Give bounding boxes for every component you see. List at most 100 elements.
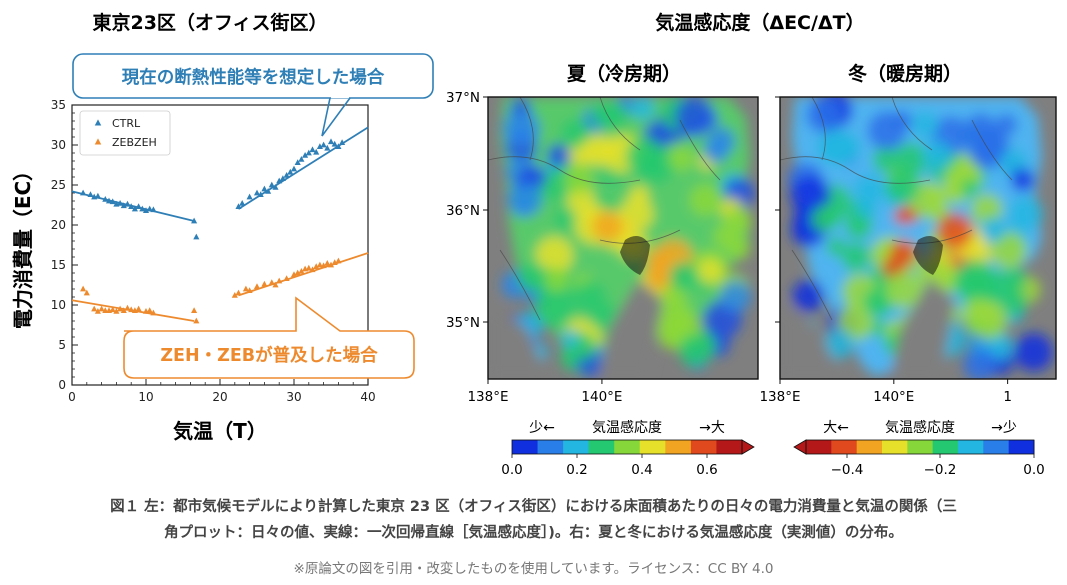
x-tick-label: 20 bbox=[212, 390, 227, 404]
colorbar-segment bbox=[831, 440, 858, 454]
y-tick-label: 15 bbox=[51, 258, 66, 272]
colorbar-right-label: →少 bbox=[991, 420, 1017, 436]
data-point bbox=[261, 185, 268, 192]
data-point bbox=[150, 206, 157, 213]
data-point bbox=[91, 305, 98, 312]
colorbar-segment bbox=[690, 440, 717, 454]
data-point bbox=[146, 205, 153, 212]
data-point bbox=[272, 184, 279, 190]
map-y-tick-label: 36°N bbox=[446, 203, 480, 219]
y-tick-label: 20 bbox=[51, 218, 66, 232]
winter-map: 138°E 140°E 1 bbox=[759, 96, 1057, 405]
data-point bbox=[87, 191, 94, 197]
caption-line-2: 角プロット：日々の値、実線：一次回帰直線［気温感応度］)。右：夏と冬における気温… bbox=[164, 525, 903, 541]
data-point bbox=[283, 172, 290, 178]
data-point bbox=[261, 280, 268, 287]
data-point bbox=[191, 217, 198, 224]
data-point bbox=[339, 139, 346, 145]
colorbar-segment bbox=[806, 440, 832, 454]
colorbar-segment bbox=[958, 440, 984, 454]
data-point bbox=[117, 200, 124, 206]
map-x-tick-label: 140°E bbox=[581, 389, 622, 405]
colorbar-segment bbox=[882, 440, 908, 454]
data-point bbox=[109, 306, 116, 313]
colorbar-segment bbox=[588, 440, 615, 454]
data-point bbox=[305, 149, 312, 156]
colorbar-segment bbox=[665, 440, 692, 454]
data-point bbox=[294, 269, 301, 276]
data-point bbox=[246, 193, 253, 200]
data-point bbox=[276, 177, 283, 184]
x-tick-label: 40 bbox=[360, 390, 375, 404]
data-point bbox=[272, 281, 279, 288]
data-point bbox=[253, 189, 261, 196]
x-tick-label: 0 bbox=[68, 390, 76, 404]
data-point bbox=[331, 140, 338, 147]
data-point bbox=[191, 307, 198, 313]
data-point bbox=[309, 266, 316, 273]
data-point bbox=[246, 287, 253, 293]
data-point bbox=[320, 141, 327, 148]
colorbar-tick-label: 0.0 bbox=[1023, 462, 1044, 478]
data-point bbox=[327, 261, 335, 268]
map-x-tick-label: 138°E bbox=[759, 389, 800, 405]
ctrl-callout: 現在の断熱性能等を想定した場合 bbox=[72, 53, 434, 137]
data-point bbox=[94, 308, 101, 314]
data-point bbox=[313, 148, 320, 155]
data-point bbox=[305, 264, 312, 271]
map-y-tick-label: 37°N bbox=[446, 90, 480, 106]
data-point bbox=[235, 203, 242, 209]
data-point bbox=[139, 205, 146, 212]
map-y-tick-label: 35°N bbox=[446, 315, 480, 331]
data-point bbox=[231, 292, 238, 298]
data-point bbox=[253, 283, 261, 289]
data-point bbox=[193, 233, 200, 240]
colorbar-left-label: 少← bbox=[529, 420, 555, 436]
y-tick-label: 35 bbox=[51, 98, 66, 112]
regression-line bbox=[238, 252, 369, 297]
colorbar-tick-label: 0.2 bbox=[566, 462, 587, 478]
summer-map-title: 夏（冷房期） bbox=[567, 62, 681, 85]
y-tick-label: 10 bbox=[51, 298, 66, 312]
data-point bbox=[117, 305, 124, 312]
scatter-chart: 0 5 10 15 20 25 30 35 0 10 20 30 40 気温（T） 電力消費量（EC） CTR… bbox=[11, 98, 376, 443]
series-ctrl bbox=[71, 126, 369, 240]
x-tick-label: 30 bbox=[286, 390, 301, 404]
colorbar-segment bbox=[1008, 440, 1035, 454]
caption-line-1: 図１ 左：都市気候モデルにより計算した東京 23 区（オフィス街区）における床面… bbox=[110, 499, 957, 515]
data-point bbox=[146, 307, 153, 313]
map-x-tick-label: 1 bbox=[1003, 389, 1012, 405]
data-point bbox=[239, 200, 246, 206]
y-tick-label: 0 bbox=[58, 378, 66, 392]
data-point bbox=[320, 262, 327, 269]
data-point bbox=[290, 165, 298, 172]
data-point bbox=[331, 259, 338, 265]
zeb-callout-label: ZEH・ZEBが普及した場合 bbox=[160, 345, 378, 366]
colorbar-segment bbox=[983, 440, 1010, 454]
data-point bbox=[324, 144, 331, 151]
data-point bbox=[150, 309, 157, 316]
data-point bbox=[276, 277, 283, 284]
data-point bbox=[128, 203, 135, 209]
winter-map-title: 冬（暖房期） bbox=[848, 62, 962, 85]
colorbar-left-label: 大← bbox=[823, 420, 849, 436]
ctrl-callout-label: 現在の断熱性能等を想定した場合 bbox=[122, 67, 385, 88]
left-chart-title: 東京23区（オフィス街区） bbox=[92, 11, 327, 34]
data-point bbox=[309, 146, 316, 153]
x-tick-label: 10 bbox=[138, 390, 153, 404]
data-point bbox=[142, 207, 150, 213]
data-point bbox=[131, 307, 138, 313]
colorbar-segment bbox=[716, 440, 743, 454]
legend-marker bbox=[94, 138, 102, 145]
legend-marker bbox=[94, 119, 102, 126]
data-point bbox=[316, 143, 323, 149]
data-point bbox=[135, 305, 142, 312]
data-point bbox=[268, 279, 275, 285]
colorbar-title: 気温感応度 bbox=[885, 419, 955, 436]
data-point bbox=[105, 197, 113, 204]
colorbar-tick-label: −0.4 bbox=[831, 462, 864, 478]
colorbar-tick-label: 0.4 bbox=[631, 462, 652, 478]
data-point bbox=[98, 305, 105, 312]
data-point bbox=[283, 275, 290, 281]
